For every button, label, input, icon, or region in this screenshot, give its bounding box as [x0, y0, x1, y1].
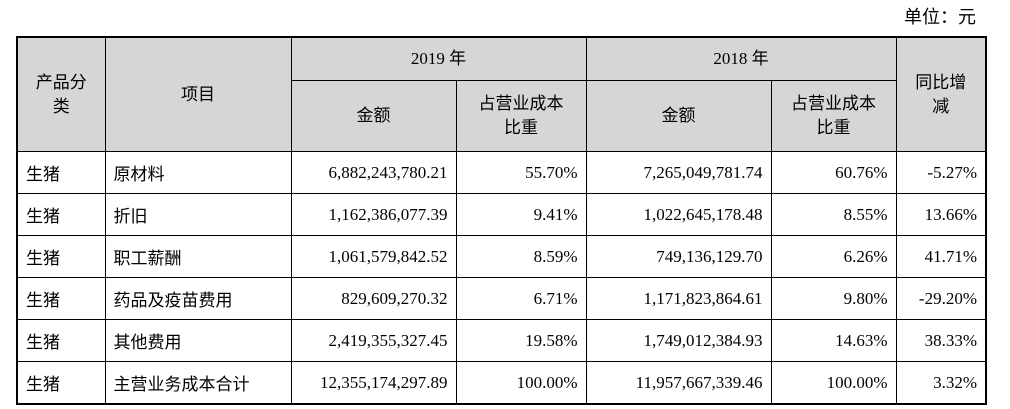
header-amount-2019: 金额 [290, 80, 457, 152]
header-product-category: 产品分 类 [16, 36, 106, 152]
cell-ratio-2019: 9.41% [455, 193, 587, 236]
cell-yoy: -29.20% [895, 277, 987, 320]
cell-item: 药品及疫苗费用 [104, 277, 292, 320]
table-row-raw-materials: 生猪 原材料 6,882,243,780.21 55.70% 7,265,049… [16, 151, 987, 194]
cell-amount-2018: 1,022,645,178.48 [585, 193, 772, 236]
cell-amount-2019: 829,609,270.32 [290, 277, 457, 320]
cell-yoy: 3.32% [895, 361, 987, 405]
cell-yoy: 38.33% [895, 319, 987, 362]
cell-amount-2018: 11,957,667,339.46 [585, 361, 772, 405]
cell-ratio-2018: 8.55% [770, 193, 897, 236]
unit-label: 单位：元 [904, 7, 976, 27]
header-year-2018: 2018 年 [585, 36, 897, 81]
header-yoy-change: 同比增 减 [895, 36, 987, 152]
cell-item: 原材料 [104, 151, 292, 194]
table-row-other-expenses: 生猪 其他费用 2,419,355,327.45 19.58% 1,749,01… [16, 319, 987, 362]
header-year-2019: 2019 年 [290, 36, 587, 81]
table-row-medicine-vaccine: 生猪 药品及疫苗费用 829,609,270.32 6.71% 1,171,82… [16, 277, 987, 320]
cell-category: 生猪 [16, 319, 106, 362]
cell-amount-2019: 1,162,386,077.39 [290, 193, 457, 236]
table-row-employee-compensation: 生猪 职工薪酬 1,061,579,842.52 8.59% 749,136,1… [16, 235, 987, 278]
header-cost-ratio-2019: 占营业成本 比重 [455, 80, 587, 152]
cell-amount-2018: 7,265,049,781.74 [585, 151, 772, 194]
cell-ratio-2018: 100.00% [770, 361, 897, 405]
header-amount-2018: 金额 [585, 80, 772, 152]
cell-ratio-2019: 8.59% [455, 235, 587, 278]
table-row-depreciation: 生猪 折旧 1,162,386,077.39 9.41% 1,022,645,1… [16, 193, 987, 236]
cell-amount-2018: 749,136,129.70 [585, 235, 772, 278]
header-row-subcolumns: 金额 占营业成本 比重 金额 占营业成本 比重 [17, 80, 986, 152]
header-row-years: 产品分 类 项目 2019 年 2018 年 同比增 减 [16, 36, 987, 152]
cell-item: 折旧 [104, 193, 292, 236]
cell-ratio-2019: 19.58% [455, 319, 587, 362]
cell-amount-2019: 2,419,355,327.45 [290, 319, 457, 362]
cell-category: 生猪 [16, 361, 106, 405]
cell-item: 主营业务成本合计 [104, 361, 292, 405]
cell-amount-2019: 6,882,243,780.21 [290, 151, 457, 194]
cell-ratio-2019: 55.70% [455, 151, 587, 194]
cell-ratio-2018: 6.26% [770, 235, 897, 278]
cell-ratio-2018: 14.63% [770, 319, 897, 362]
cell-amount-2019: 12,355,174,297.89 [290, 361, 457, 405]
cell-ratio-2018: 9.80% [770, 277, 897, 320]
cell-amount-2019: 1,061,579,842.52 [290, 235, 457, 278]
cell-item: 其他费用 [104, 319, 292, 362]
cell-ratio-2019: 100.00% [455, 361, 587, 405]
table-row-main-cost-total: 生猪 主营业务成本合计 12,355,174,297.89 100.00% 11… [16, 361, 987, 405]
cell-ratio-2019: 6.71% [455, 277, 587, 320]
cell-amount-2018: 1,171,823,864.61 [585, 277, 772, 320]
cell-category: 生猪 [16, 193, 106, 236]
cell-ratio-2018: 60.76% [770, 151, 897, 194]
header-cost-ratio-2018: 占营业成本 比重 [770, 80, 897, 152]
cell-category: 生猪 [16, 235, 106, 278]
cell-item: 职工薪酬 [104, 235, 292, 278]
cell-category: 生猪 [16, 277, 106, 320]
cell-yoy: 13.66% [895, 193, 987, 236]
header-item: 项目 [104, 36, 292, 152]
cell-yoy: 41.71% [895, 235, 987, 278]
cell-category: 生猪 [16, 151, 106, 194]
operating-cost-table: 产品分 类 项目 2019 年 2018 年 同比增 减 金额 占营业成本 比重… [16, 36, 987, 405]
cell-amount-2018: 1,749,012,384.93 [585, 319, 772, 362]
cell-yoy: -5.27% [895, 151, 987, 194]
